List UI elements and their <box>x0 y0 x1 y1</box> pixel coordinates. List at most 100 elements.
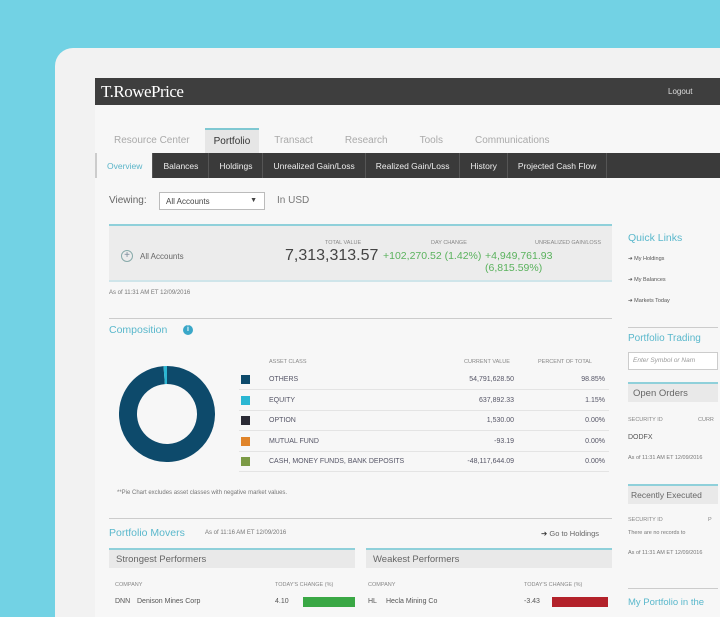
weakest-panel: Weakest Performers COMPANY TODAY'S CHANG… <box>366 548 612 607</box>
asset-percent: 98.85% <box>581 376 605 383</box>
order-security[interactable]: DODFX <box>628 434 653 441</box>
main-tabs: Resource Center Portfolio Transact Resea… <box>105 128 558 153</box>
asset-value: 54,791,628.50 <box>469 376 514 383</box>
col-current-value: CURRENT VALUE <box>464 359 510 365</box>
account-name: All Accounts <box>140 252 184 261</box>
company-name: Denison Mines Corp <box>137 598 201 605</box>
subtab-realized[interactable]: Realized Gain/Loss <box>366 153 461 178</box>
day-change: +102,270.52 (1.42%) <box>383 250 482 262</box>
logout-link[interactable]: Logout <box>668 87 693 96</box>
asset-row: CASH, MONEY FUNDS, BANK DEPOSITS -48,117… <box>239 452 609 472</box>
quick-links-title: Quick Links <box>628 232 683 244</box>
asset-value: -93.19 <box>494 437 514 445</box>
quick-link-label: My Balances <box>634 277 666 283</box>
recent-title: Recently Executed <box>628 484 718 504</box>
sub-nav: Overview Balances Holdings Unrealized Ga… <box>95 153 720 178</box>
total-value: 7,313,313.57 <box>285 247 379 264</box>
orders-as-of: As of 11:31 AM ET 12/09/2016 <box>628 455 703 461</box>
tab-tools[interactable]: Tools <box>419 135 443 146</box>
change-bar <box>303 597 355 607</box>
subtab-history[interactable]: History <box>460 153 508 178</box>
asset-row: OPTION 1,530.00 0.00% <box>239 411 609 431</box>
divider <box>628 588 718 589</box>
col-company: COMPANY <box>368 582 396 588</box>
total-value-label: TOTAL VALUE <box>325 240 362 246</box>
account-select[interactable]: All Accounts ▼ <box>159 192 265 210</box>
color-swatch <box>241 457 250 466</box>
donut-slice-others <box>119 366 215 462</box>
arrow-right-icon: ➔ <box>628 277 635 283</box>
color-swatch <box>241 375 250 384</box>
summary-as-of: As of 11:31 AM ET 12/09/2016 <box>109 290 191 296</box>
col-percent: PERCENT OF TOTAL <box>538 359 592 365</box>
browser-screen: T.RowePrice Logout Resource Center Portf… <box>95 78 720 617</box>
asset-percent: 1.15% <box>585 396 605 404</box>
color-swatch <box>241 416 250 425</box>
color-swatch <box>241 436 250 446</box>
composition-donut <box>119 366 215 462</box>
weakest-title: Weakest Performers <box>366 548 612 568</box>
arrow-right-icon: ➔ <box>628 298 635 304</box>
expand-plus-icon[interactable]: + <box>121 250 133 262</box>
col-asset-class: ASSET CLASS <box>269 359 307 365</box>
asset-value: 637,892.33 <box>478 396 514 404</box>
info-icon[interactable]: i <box>183 325 193 335</box>
arrow-right-icon: ➔ <box>541 529 550 538</box>
col-company: COMPANY <box>115 582 143 588</box>
subtab-cash-flow[interactable]: Projected Cash Flow <box>508 153 608 178</box>
subtab-balances[interactable]: Balances <box>153 153 210 178</box>
quick-link-label: My Holdings <box>634 256 665 262</box>
divider <box>109 318 612 319</box>
movers-as-of: As of 11:16 AM ET 12/09/2016 <box>205 530 287 536</box>
open-orders-title: Open Orders <box>628 382 718 402</box>
brand-logo: T.RowePrice <box>101 82 184 101</box>
subtab-overview[interactable]: Overview <box>95 153 154 178</box>
asset-percent: 0.00% <box>585 458 605 465</box>
ticker[interactable]: HL <box>368 598 377 605</box>
unrealized-gain: +4,949,761.93 (6,815.59%) <box>485 250 553 274</box>
col-change: TODAY'S CHANGE (%) <box>275 582 334 588</box>
change-value: -3.43 <box>524 598 540 605</box>
account-summary: + All Accounts TOTAL VALUE 7,313,313.57 … <box>109 224 612 282</box>
asset-name: OPTION <box>269 417 296 424</box>
quick-link-balances[interactable]: ➔ My Balances <box>628 277 718 283</box>
quick-link-markets[interactable]: ➔ Markets Today <box>628 298 718 304</box>
col-security-id: SECURITY ID <box>628 517 663 523</box>
company-name: Hecla Mining Co <box>386 598 438 605</box>
viewing-label: Viewing: <box>109 195 147 206</box>
currency-label: In USD <box>277 195 310 206</box>
ticker[interactable]: DNN <box>115 598 131 605</box>
subtab-unrealized[interactable]: Unrealized Gain/Loss <box>263 153 366 178</box>
tab-communications[interactable]: Communications <box>474 135 550 146</box>
right-column: Quick Links ➔ My Holdings ➔ My Balances … <box>628 232 718 608</box>
pie-footnote: **Pie Chart excludes asset classes with … <box>117 490 288 496</box>
symbol-search-input[interactable]: Enter Symbol or Nam <box>628 352 718 370</box>
asset-row: EQUITY 637,892.33 1.15% <box>239 391 609 411</box>
news-title: My Portfolio in the <box>628 597 705 608</box>
col-p: P <box>708 517 712 523</box>
recent-empty: There are no records to <box>628 530 686 536</box>
col-security-id: SECURITY ID <box>628 417 663 423</box>
subtab-holdings[interactable]: Holdings <box>209 153 264 178</box>
col-change: TODAY'S CHANGE (%) <box>524 582 583 588</box>
tab-resource-center[interactable]: Resource Center <box>114 135 190 146</box>
strongest-panel: Strongest Performers COMPANY TODAY'S CHA… <box>109 548 355 607</box>
quick-link-holdings[interactable]: ➔ My Holdings <box>628 256 718 262</box>
quick-link-label: Markets Today <box>634 298 670 304</box>
tab-transact[interactable]: Transact <box>274 135 313 146</box>
strongest-title: Strongest Performers <box>109 548 355 568</box>
divider <box>628 327 718 328</box>
tab-portfolio[interactable]: Portfolio <box>204 128 260 153</box>
asset-value: -48,117,644.09 <box>467 458 514 465</box>
tab-research[interactable]: Research <box>344 135 388 146</box>
arrow-right-icon: ➔ <box>628 256 635 262</box>
composition-title: Composition <box>109 324 168 336</box>
asset-row: MUTUAL FUND -93.19 0.00% <box>239 432 609 452</box>
change-bar <box>552 597 608 607</box>
asset-name: EQUITY <box>269 396 296 404</box>
asset-value: 1,530.00 <box>486 417 514 424</box>
color-swatch <box>241 395 250 405</box>
go-to-holdings-link[interactable]: ➔ Go to Holdings <box>541 529 599 538</box>
movers-title: Portfolio Movers <box>109 527 185 539</box>
col-currency: CURR <box>698 417 714 423</box>
